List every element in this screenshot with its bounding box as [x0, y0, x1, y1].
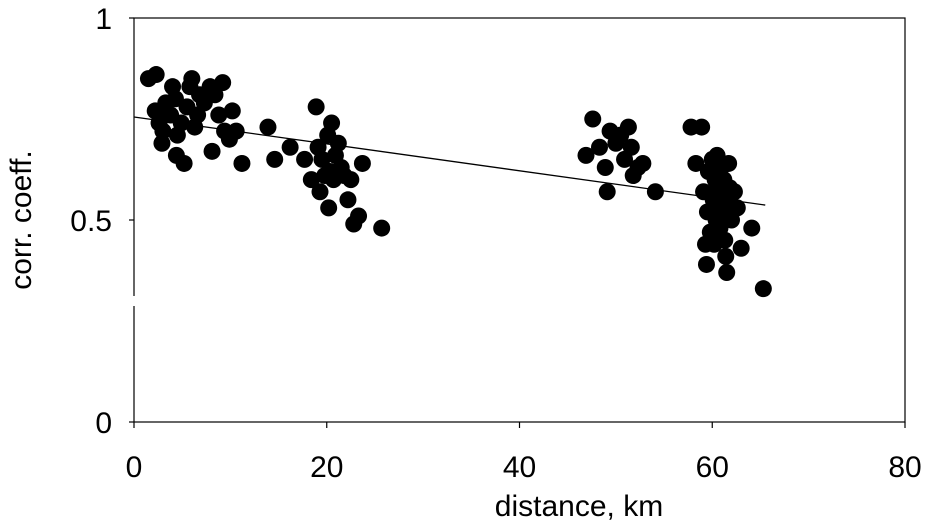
data-point — [584, 110, 602, 128]
data-point — [339, 191, 357, 209]
data-point — [590, 138, 608, 156]
data-point — [302, 171, 320, 189]
data-point — [373, 219, 391, 237]
data-point — [725, 183, 743, 201]
data-point — [353, 154, 371, 172]
data-point — [227, 122, 245, 140]
y-axis-title: corr. coeff. — [5, 150, 38, 290]
data-point — [233, 154, 251, 172]
data-point — [214, 74, 232, 92]
data-point — [320, 199, 338, 217]
x-tick-group: 0 20 40 60 80 — [126, 422, 922, 484]
data-point — [259, 118, 277, 136]
data-point — [203, 142, 221, 160]
data-point — [266, 150, 284, 168]
data-point — [296, 150, 314, 168]
data-point — [619, 118, 637, 136]
data-point — [697, 255, 715, 273]
x-tick-label: 0 — [126, 451, 143, 484]
data-point — [323, 114, 341, 132]
data-point — [687, 154, 705, 172]
data-point — [622, 138, 640, 156]
y-tick-label: 0.5 — [70, 205, 112, 238]
data-point — [311, 183, 329, 201]
x-axis-title: distance, km — [495, 490, 663, 523]
y-tick-group: 00.51 — [70, 3, 134, 440]
data-point — [350, 207, 368, 225]
data-point — [153, 134, 171, 152]
x-tick-label: 80 — [888, 451, 921, 484]
data-point — [754, 280, 772, 298]
data-point — [172, 114, 190, 132]
data-point — [693, 118, 711, 136]
data-point — [718, 264, 736, 282]
plot-area — [133, 17, 906, 423]
data-point — [634, 154, 652, 172]
y-tick-label: 1 — [95, 3, 112, 36]
y-axis-break — [128, 296, 140, 306]
data-point — [717, 247, 735, 265]
data-point — [577, 146, 595, 164]
data-point — [646, 183, 664, 201]
data-point — [329, 134, 347, 152]
data-point — [175, 154, 193, 172]
data-point — [281, 138, 299, 156]
x-tick-label: 40 — [503, 451, 536, 484]
data-point — [732, 239, 750, 257]
data-point — [596, 158, 614, 176]
data-point — [598, 183, 616, 201]
data-point — [307, 98, 325, 116]
data-point — [313, 150, 331, 168]
x-tick-label: 20 — [310, 451, 343, 484]
data-point — [183, 70, 201, 88]
data-point — [728, 199, 746, 217]
data-point — [210, 106, 228, 124]
x-tick-label: 60 — [696, 451, 729, 484]
data-point — [154, 122, 172, 140]
data-point — [223, 102, 241, 120]
data-point — [342, 171, 360, 189]
data-point — [716, 231, 734, 249]
data-point — [206, 86, 224, 104]
data-point — [720, 154, 738, 172]
data-point — [743, 219, 761, 237]
y-tick-label: 0 — [95, 407, 112, 440]
data-point — [147, 66, 165, 84]
data-points — [139, 66, 772, 298]
